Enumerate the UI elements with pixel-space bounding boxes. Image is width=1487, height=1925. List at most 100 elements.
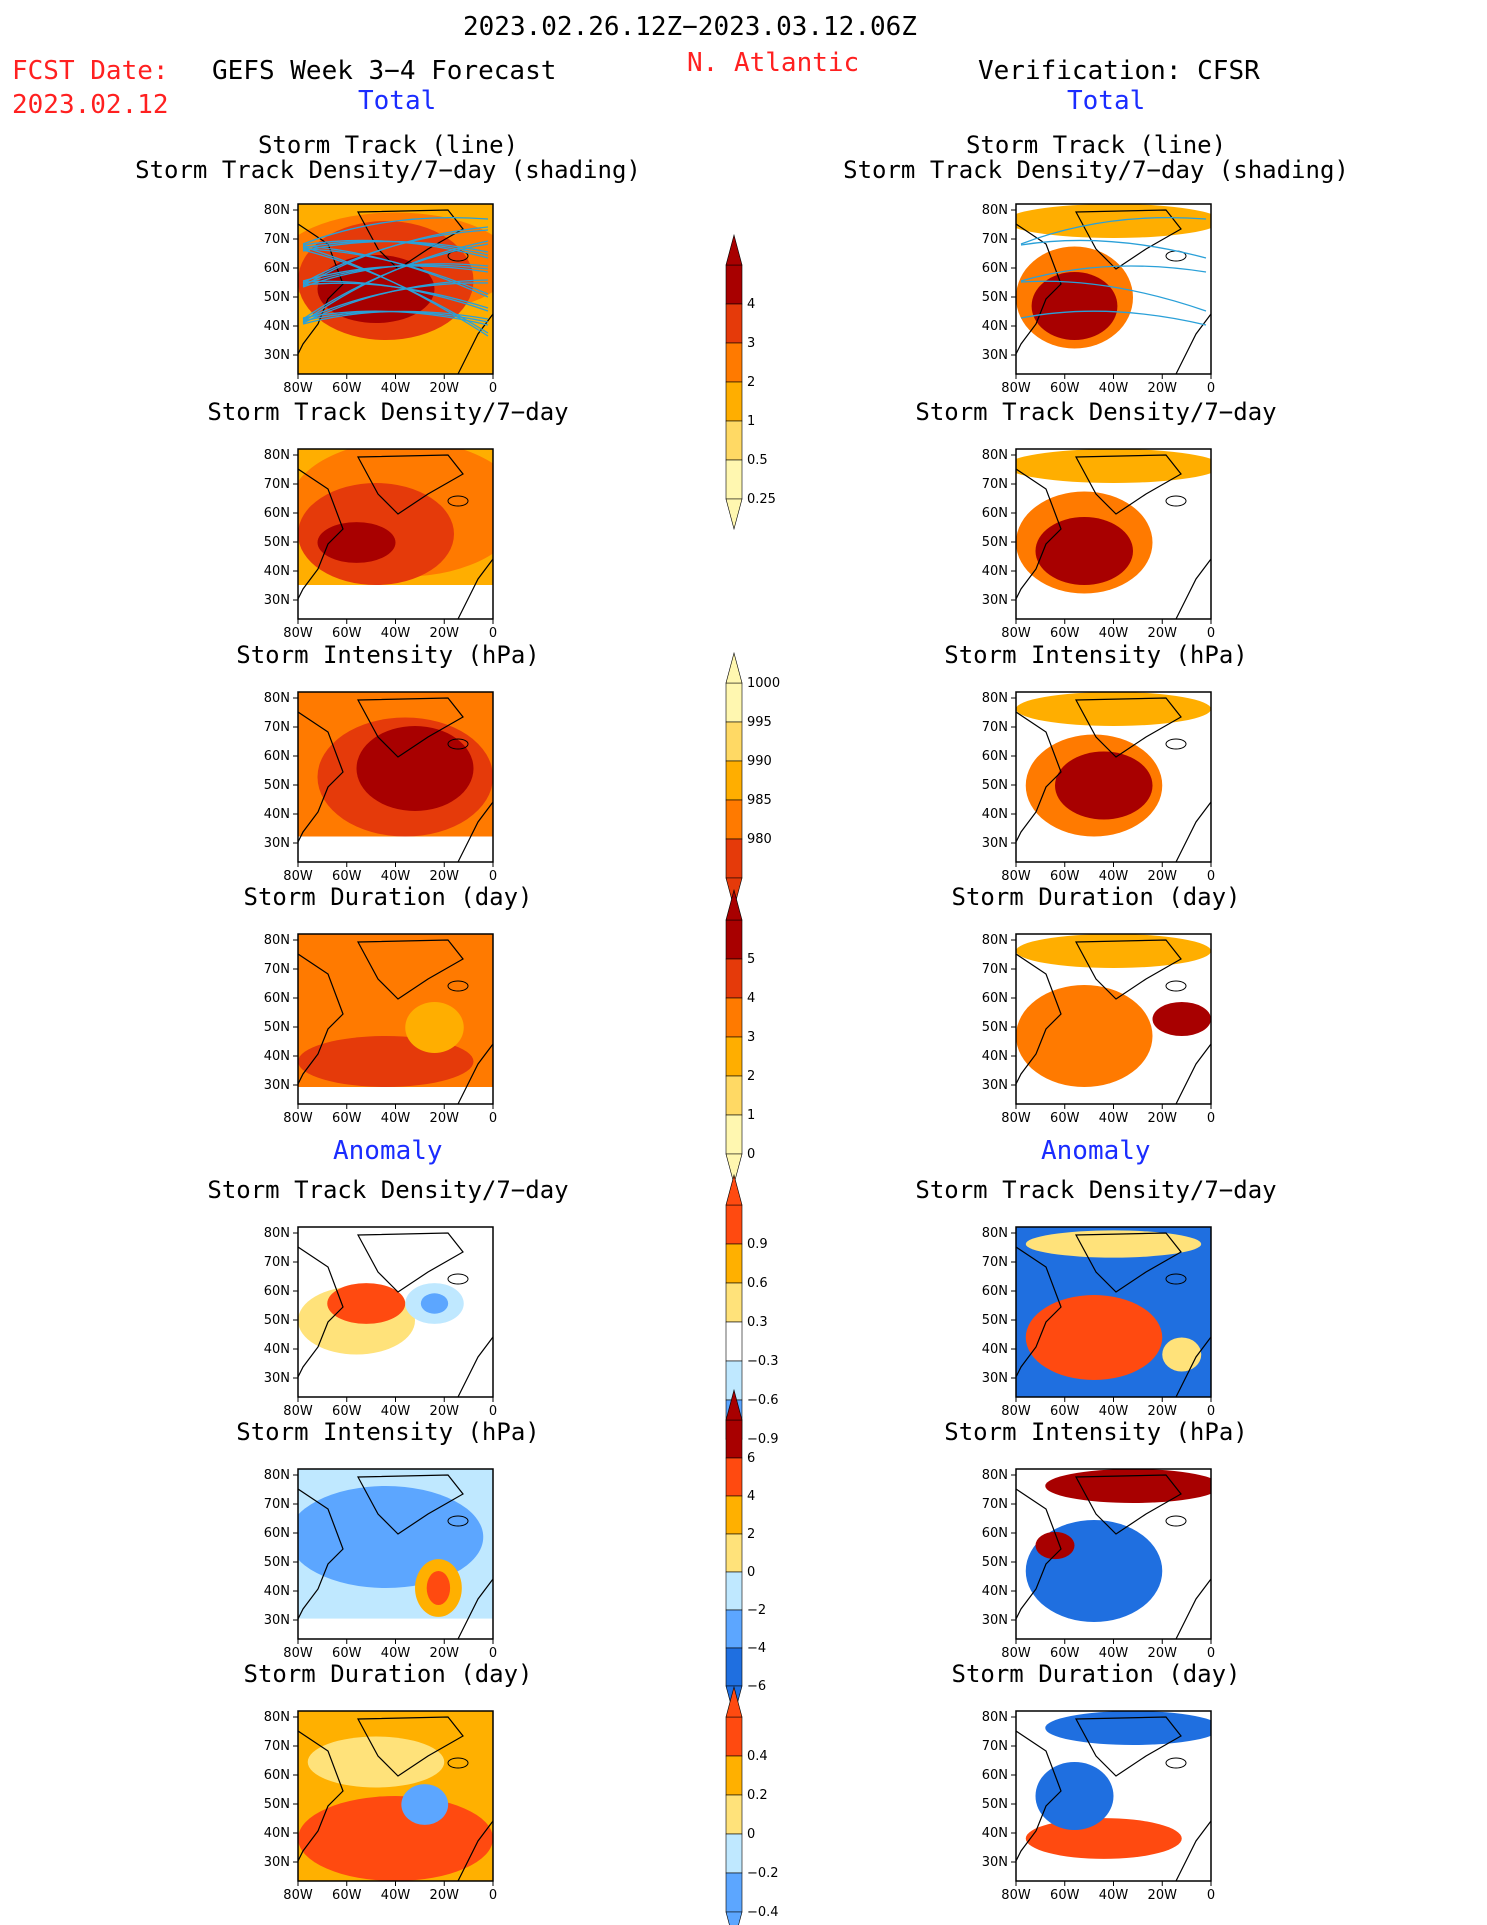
anom_duration-colorbar: 0.4 0.2 0 −0.2 −0.4: [725, 1685, 779, 1925]
lat-tick-label: 50N: [982, 1020, 1008, 1035]
colorbar-label: 4: [747, 297, 755, 312]
lat-tick-label: 80N: [264, 1710, 290, 1725]
colorbar-segment: [725, 1075, 743, 1116]
lon-tick-label: 40W: [1099, 1404, 1129, 1419]
fcst-date-value: 2023.02.12: [12, 90, 169, 120]
lat-tick-label: 50N: [982, 778, 1008, 793]
lat-tick-label: 80N: [264, 448, 290, 463]
colorbar-segment: [725, 303, 743, 344]
colorbar-cap: [725, 1911, 743, 1925]
iceland-coastline: [447, 980, 469, 992]
lon-tick-label: 80W: [283, 1111, 313, 1126]
colorbar-label: −4: [747, 1641, 766, 1656]
lat-tick-label: 80N: [982, 1468, 1008, 1483]
lat-tick-label: 40N: [264, 564, 290, 579]
colorbar-label: 3: [747, 336, 755, 351]
europe-africa-coastline: [457, 1820, 493, 1881]
storm-track-line: [1020, 216, 1207, 245]
total_intensity-colorbar: 1000 995 990 985 980: [725, 651, 780, 910]
colorbar-label: 0: [747, 1565, 755, 1580]
lat-tick-label: 60N: [264, 1768, 290, 1783]
lat-tick-label: 60N: [264, 1526, 290, 1541]
europe-africa-coastline: [457, 1578, 493, 1639]
greenland-coastline: [357, 454, 464, 515]
colorbar-segment: [725, 1036, 743, 1077]
north-america-coastline: [1016, 468, 1062, 600]
left-anom-duration-map: 80N 70N 60N 50N 40N 30N 80W 60W 40W 20W 0: [264, 1710, 497, 1903]
greenland-coastline: [357, 209, 464, 270]
lon-tick-label: 60W: [332, 1404, 362, 1419]
left-anom-density-title: Storm Track Density/7−day: [207, 1176, 569, 1204]
lon-tick-label: 0: [489, 869, 497, 884]
colorbar-segment: [725, 1457, 743, 1497]
lat-tick-label: 40N: [264, 1342, 290, 1357]
europe-africa-coastline: [1175, 1820, 1211, 1881]
storm-track-line: [1020, 280, 1207, 312]
shading-region: [1035, 517, 1133, 585]
lat-tick-label: 50N: [264, 1797, 290, 1812]
lat-tick-label: 30N: [982, 1371, 1008, 1386]
lon-tick-label: 0: [489, 1404, 497, 1419]
lat-tick-label: 70N: [982, 1739, 1008, 1754]
lat-tick-label: 70N: [264, 962, 290, 977]
europe-africa-coastline: [1175, 558, 1211, 619]
lat-tick-label: 80N: [982, 691, 1008, 706]
lat-tick-label: 60N: [982, 1526, 1008, 1541]
no-data-region: [298, 1618, 493, 1639]
left-track-map: 80N 70N 60N 50N 40N 30N 80W 60W 40W 20W 0: [264, 203, 497, 396]
lat-tick-label: 30N: [264, 1613, 290, 1628]
right-anom-intensity-title: Storm Intensity (hPa): [944, 1418, 1248, 1446]
lon-tick-label: 20W: [1148, 1646, 1178, 1661]
shading-region: [1025, 1818, 1182, 1859]
left-total-label: Total: [358, 86, 437, 116]
storm-track-line: [302, 263, 489, 288]
iceland-coastline: [447, 1515, 469, 1527]
lon-tick-label: 60W: [332, 381, 362, 396]
colorbar-label: −0.6: [747, 1393, 779, 1408]
lon-tick-label: 0: [489, 1646, 497, 1661]
lon-tick-label: 20W: [1148, 869, 1178, 884]
colorbar-label: −6: [747, 1679, 766, 1694]
lat-tick-label: 80N: [982, 448, 1008, 463]
left-density-title: Storm Track Density/7−day: [207, 398, 569, 426]
right-density-map: 80N 70N 60N 50N 40N 30N 80W 60W 40W 20W 0: [982, 448, 1215, 641]
colorbar-segment: [725, 1243, 743, 1284]
north-america-coastline: [1016, 953, 1062, 1085]
lat-tick-label: 40N: [264, 1049, 290, 1064]
left-density-map: 80N 70N 60N 50N 40N 30N 80W 60W 40W 20W 0: [264, 448, 497, 641]
iceland-coastline: [1165, 1757, 1187, 1769]
right-anom-duration-map: 80N 70N 60N 50N 40N 30N 80W 60W 40W 20W 0: [982, 1710, 1215, 1903]
greenland-coastline: [357, 939, 464, 1000]
lat-tick-label: 80N: [982, 203, 1008, 218]
lon-tick-label: 60W: [1050, 869, 1080, 884]
lon-tick-label: 80W: [283, 1888, 313, 1903]
left-anom-intensity-map: 80N 70N 60N 50N 40N 30N 80W 60W 40W 20W 0: [264, 1468, 497, 1661]
right-title: Verification: CFSR: [978, 56, 1260, 86]
lat-tick-label: 80N: [982, 1226, 1008, 1241]
lat-tick-label: 60N: [982, 749, 1008, 764]
colorbar-segment: [725, 1647, 743, 1687]
lon-tick-label: 80W: [283, 1404, 313, 1419]
lon-tick-label: 20W: [430, 381, 460, 396]
colorbar-cap: [725, 651, 743, 684]
greenland-coastline: [357, 1716, 464, 1777]
lon-tick-label: 80W: [1001, 869, 1031, 884]
lat-tick-label: 80N: [264, 1468, 290, 1483]
shading-region: [356, 726, 474, 811]
lat-tick-label: 30N: [264, 1855, 290, 1870]
lon-tick-label: 40W: [381, 1111, 411, 1126]
lon-tick-label: 60W: [1050, 1404, 1080, 1419]
colorbar-label: 0.2: [747, 1788, 768, 1803]
lon-tick-label: 20W: [430, 1646, 460, 1661]
lat-tick-label: 30N: [264, 348, 290, 363]
colorbar-cap: [725, 1153, 743, 1186]
right-total-label: Total: [1067, 86, 1146, 116]
date-range: 2023.02.26.12Z−2023.03.12.06Z: [463, 12, 917, 42]
lon-tick-label: 0: [489, 1111, 497, 1126]
shading-region: [327, 1283, 406, 1324]
colorbar-label: 0.3: [747, 1315, 768, 1330]
north-america-coastline: [298, 953, 344, 1085]
colorbar-segment: [725, 1833, 743, 1874]
shading-region: [405, 1002, 464, 1053]
